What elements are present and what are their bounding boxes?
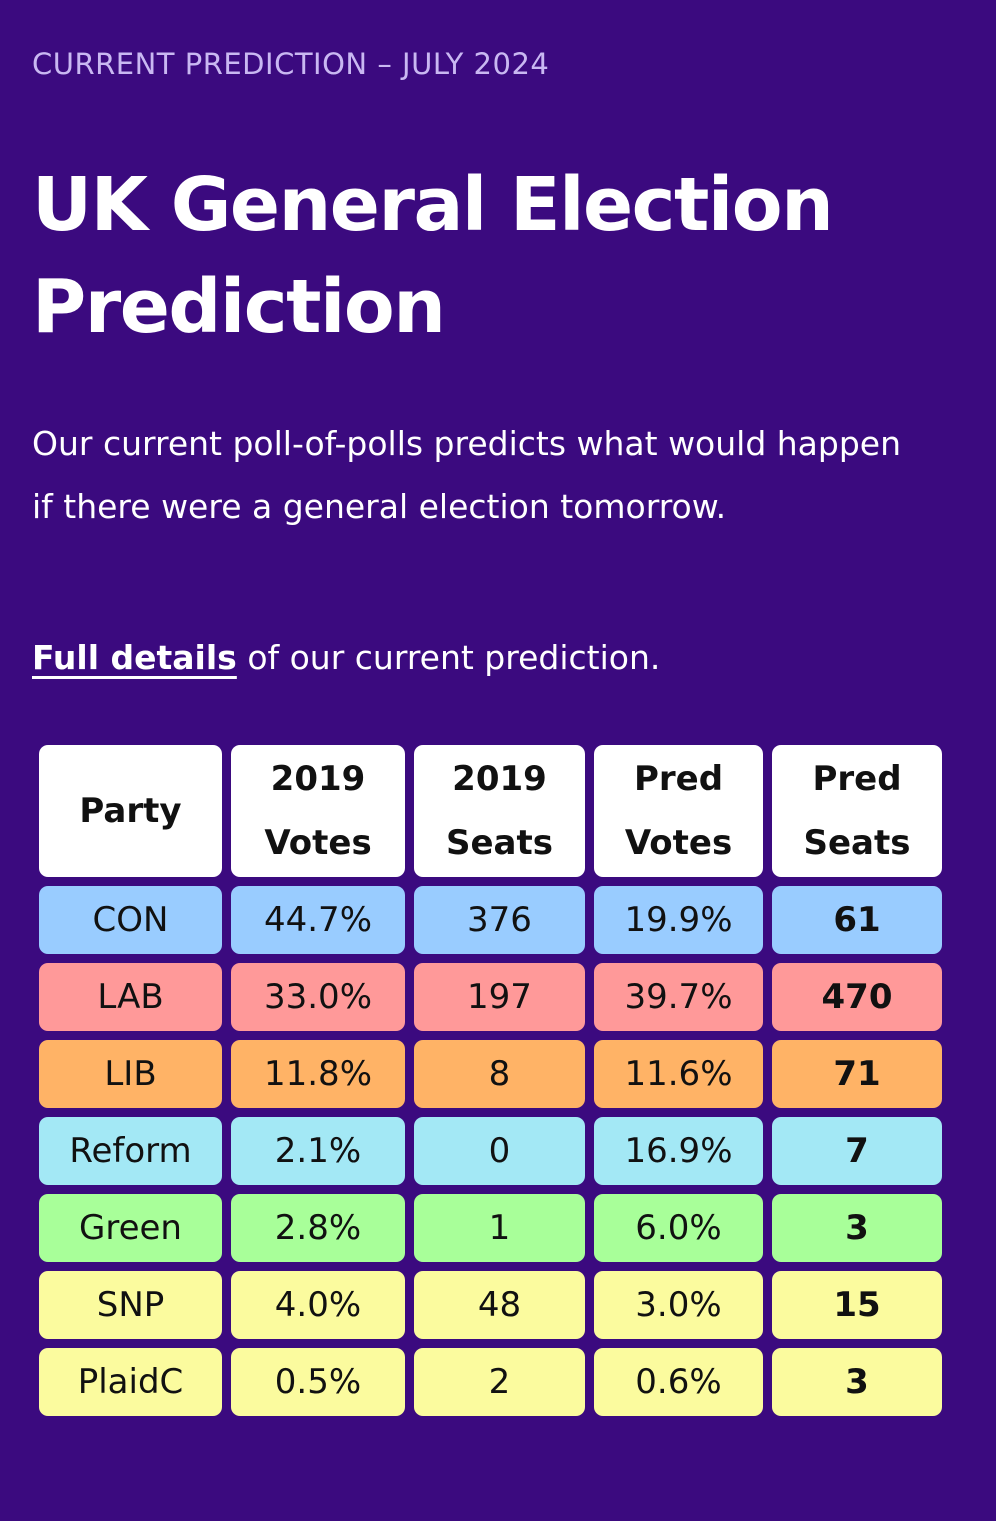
details-paragraph: Full details of our current prediction. bbox=[32, 626, 660, 689]
pred-votes-cell: 0.6% bbox=[594, 1348, 763, 1416]
seats-2019-cell: 2 bbox=[414, 1348, 585, 1416]
seats-2019-cell: 1 bbox=[414, 1194, 585, 1262]
column-header-pred-votes: Pred Votes bbox=[594, 745, 763, 877]
full-details-link[interactable]: Full details bbox=[32, 638, 237, 677]
party-cell: LIB bbox=[39, 1040, 222, 1108]
pred-seats-cell: 470 bbox=[772, 963, 942, 1031]
pred-seats-cell: 3 bbox=[772, 1194, 942, 1262]
votes-2019-cell: 44.7% bbox=[231, 886, 405, 954]
seats-2019-cell: 48 bbox=[414, 1271, 585, 1339]
party-cell: Green bbox=[39, 1194, 222, 1262]
pred-votes-cell: 6.0% bbox=[594, 1194, 763, 1262]
pred-votes-cell: 11.6% bbox=[594, 1040, 763, 1108]
seats-2019-cell: 376 bbox=[414, 886, 585, 954]
pred-votes-cell: 16.9% bbox=[594, 1117, 763, 1185]
column-header-pred-seats: Pred Seats bbox=[772, 745, 942, 877]
column-header-party: Party bbox=[39, 745, 222, 877]
votes-2019-cell: 0.5% bbox=[231, 1348, 405, 1416]
party-cell: PlaidC bbox=[39, 1348, 222, 1416]
prediction-date-label: CURRENT PREDICTION – JULY 2024 bbox=[32, 47, 550, 81]
prediction-grid: Party 2019 Votes 2019 Seats Pred Votes P… bbox=[39, 745, 942, 1416]
seats-2019-cell: 8 bbox=[414, 1040, 585, 1108]
party-cell: Reform bbox=[39, 1117, 222, 1185]
prediction-table: Party 2019 Votes 2019 Seats Pred Votes P… bbox=[39, 745, 942, 1416]
pred-votes-cell: 19.9% bbox=[594, 886, 763, 954]
pred-votes-cell: 39.7% bbox=[594, 963, 763, 1031]
votes-2019-cell: 4.0% bbox=[231, 1271, 405, 1339]
intro-paragraph: Our current poll-of-polls predicts what … bbox=[32, 424, 902, 526]
pred-seats-cell: 7 bbox=[772, 1117, 942, 1185]
pred-seats-cell: 15 bbox=[772, 1271, 942, 1339]
pred-seats-cell: 71 bbox=[772, 1040, 942, 1108]
page-title: UK General Election Prediction bbox=[32, 162, 834, 350]
pred-seats-cell: 3 bbox=[772, 1348, 942, 1416]
votes-2019-cell: 33.0% bbox=[231, 963, 405, 1031]
pred-seats-cell: 61 bbox=[772, 886, 942, 954]
seats-2019-cell: 0 bbox=[414, 1117, 585, 1185]
party-cell: LAB bbox=[39, 963, 222, 1031]
votes-2019-cell: 2.8% bbox=[231, 1194, 405, 1262]
details-suffix: of our current prediction. bbox=[236, 638, 661, 677]
party-cell: SNP bbox=[39, 1271, 222, 1339]
column-header-2019-votes: 2019 Votes bbox=[231, 745, 405, 877]
party-cell: CON bbox=[39, 886, 222, 954]
column-header-2019-seats: 2019 Seats bbox=[414, 745, 585, 877]
votes-2019-cell: 11.8% bbox=[231, 1040, 405, 1108]
votes-2019-cell: 2.1% bbox=[231, 1117, 405, 1185]
seats-2019-cell: 197 bbox=[414, 963, 585, 1031]
pred-votes-cell: 3.0% bbox=[594, 1271, 763, 1339]
